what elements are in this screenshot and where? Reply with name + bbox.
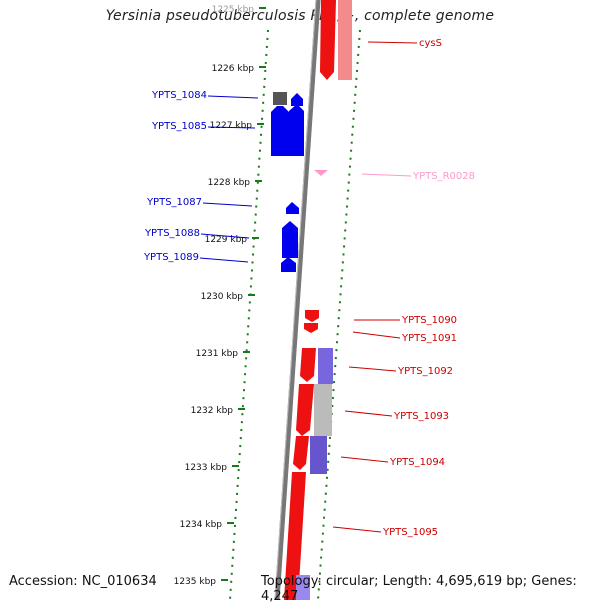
axis-label: 1231 kbp: [196, 349, 239, 359]
gene-leader-line: [199, 257, 249, 263]
gene-label-right[interactable]: YPTS_1092: [397, 366, 453, 377]
gene-leader-line: [200, 233, 250, 239]
gene-YPTS_1092-purple[interactable]: [318, 348, 333, 384]
gene-label-right[interactable]: cysS: [419, 38, 442, 49]
gene-label-left[interactable]: YPTS_1087: [146, 197, 202, 208]
gene-YPTS_1084-arrow[interactable]: [291, 93, 303, 106]
gene-leader-line: [207, 95, 259, 99]
gene-label-right[interactable]: YPTS_1095: [382, 527, 438, 538]
gene-YPTS_1092-red[interactable]: [300, 348, 316, 382]
axis-label: 1225 kbp: [212, 5, 255, 15]
accession-label: Accession: NC_010634: [9, 574, 157, 589]
axis-label: 1226 kbp: [212, 64, 255, 74]
gene-leader-line: [352, 331, 401, 339]
axis-label: 1227 kbp: [210, 121, 253, 131]
axis-label: 1228 kbp: [208, 178, 251, 188]
gene-YPTS_1093-red[interactable]: [296, 384, 314, 436]
gene-YPTS_1094-red[interactable]: [293, 436, 309, 470]
gene-YPTS_1090[interactable]: [305, 310, 319, 322]
gene-YPTS_1095[interactable]: [284, 472, 306, 600]
genome-title: Yersinia pseudotuberculosis PB1/+, compl…: [105, 8, 495, 24]
gene-label-right[interactable]: YPTS_1090: [401, 315, 457, 326]
right-tick-track: [317, 29, 361, 600]
gene-YPTS_1087[interactable]: [286, 202, 299, 214]
gene-YPTS_1088[interactable]: [282, 221, 298, 258]
genome-backbone: [274, 0, 321, 600]
axis-label: 1232 kbp: [191, 406, 234, 416]
gene-leader-line: [367, 41, 418, 44]
gene-YPTS_1093-grey[interactable]: [314, 384, 332, 436]
gene-leader-line: [348, 366, 397, 372]
gene-leader-line: [332, 526, 382, 533]
gene-YPTS_1085[interactable]: [271, 106, 289, 156]
gene-label-right[interactable]: YPTS_1091: [401, 333, 457, 344]
gene-leader-line: [340, 456, 389, 463]
gene-leader-line: [202, 202, 253, 207]
gene-YPTS_1095-purple[interactable]: [296, 575, 310, 600]
gene-label-left[interactable]: YPTS_1088: [144, 228, 200, 239]
gene-YPTS_1091[interactable]: [304, 323, 318, 333]
gene-leader-line: [361, 173, 412, 177]
gene-YPTS_1089[interactable]: [281, 257, 296, 272]
axis-label: 1235 kbp: [174, 577, 217, 587]
axis-label: 1233 kbp: [185, 463, 228, 473]
axis-label: 1234 kbp: [180, 520, 223, 530]
axis-label: 1230 kbp: [201, 292, 244, 302]
axis-label: 1229 kbp: [205, 235, 248, 245]
gene-leader-line: [207, 126, 256, 129]
gene-cysS[interactable]: [320, 0, 336, 80]
gene-label-right[interactable]: YPTS_1094: [389, 457, 445, 468]
gene-label-left[interactable]: YPTS_1084: [151, 90, 207, 101]
gene-label-left[interactable]: YPTS_1089: [143, 252, 199, 263]
gene-YPTS_1084[interactable]: [273, 92, 287, 105]
gene-YPTS_1085-b[interactable]: [289, 104, 304, 156]
gene-label-right[interactable]: YPTS_1093: [393, 411, 449, 422]
gene-YPTS_1094-purple[interactable]: [310, 436, 327, 474]
genome-backbone-highlight: [274, 0, 317, 600]
gene-label-right[interactable]: YPTS_R0028: [412, 171, 475, 182]
gene-leader-line: [344, 410, 393, 417]
gene-cysS-pale[interactable]: [338, 0, 352, 80]
left-tick-track: [229, 29, 269, 600]
gene-label-left[interactable]: YPTS_1085: [151, 121, 207, 132]
gene-YPTS_R0028[interactable]: [314, 170, 328, 176]
